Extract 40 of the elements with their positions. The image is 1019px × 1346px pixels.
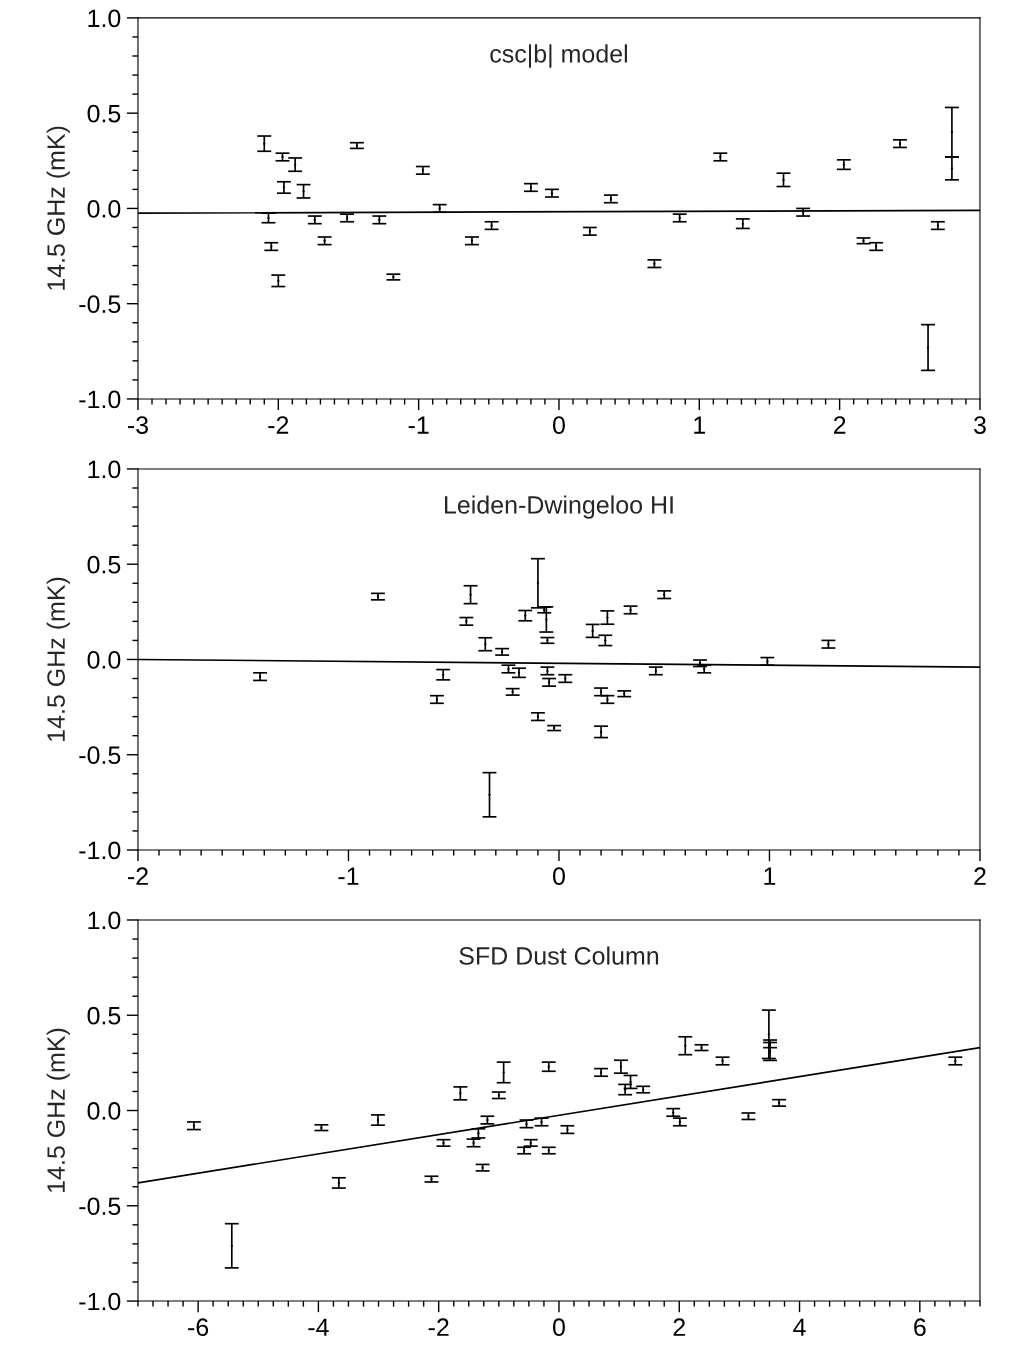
y-tick-label: 1.0 — [88, 9, 121, 28]
x-tick-label: 0 — [553, 416, 565, 434]
y-tick-label: -1.0 — [79, 1292, 121, 1311]
y-tick-label: 0.5 — [87, 104, 121, 123]
x-tick-label: 6 — [914, 1318, 926, 1337]
x-tick-label: 3 — [973, 416, 986, 434]
x-tick-label: 0 — [553, 1318, 565, 1337]
y-tick-label: 0.0 — [87, 1102, 121, 1120]
y-axis-title: 14.5 GHz (mK) — [46, 577, 70, 741]
x-tick-label: 0 — [553, 867, 565, 886]
y-tick-label: 0.0 — [87, 651, 121, 669]
x-tick-label: -1 — [408, 416, 429, 434]
y-tick-label: 1.0 — [88, 911, 121, 930]
x-tick-label: -4 — [308, 1318, 329, 1336]
x-tick-label: 1 — [764, 867, 776, 885]
y-tick-label: 0.5 — [87, 555, 121, 574]
y-tick-label: -1.0 — [79, 390, 121, 409]
text: csc|b| model — [490, 44, 628, 68]
x-tick-label: 4 — [793, 1318, 806, 1336]
x-tick-label: -1 — [338, 867, 359, 885]
x-tick-label: -2 — [127, 867, 148, 885]
y-tick-label: 0.5 — [87, 1006, 121, 1025]
y-tick-label: -0.5 — [79, 746, 121, 765]
y-tick-label: -1.0 — [79, 841, 121, 860]
y-axis-title: 14.5 GHz (mK) — [46, 1028, 70, 1192]
x-tick-label: 2 — [833, 416, 846, 434]
text: SFD Dust Column — [459, 946, 659, 965]
x-tick-label: -6 — [188, 1318, 209, 1337]
x-tick-label: -2 — [268, 416, 289, 434]
y-tick-label: 0.0 — [87, 200, 121, 218]
x-tick-label: -2 — [428, 1318, 449, 1336]
y-axis-title: 14.5 GHz (mK) — [46, 126, 70, 290]
x-tick-label: 2 — [673, 1318, 685, 1336]
text: Leiden-Dwingeloo HI — [444, 495, 673, 519]
x-tick-label: 2 — [974, 867, 986, 885]
y-tick-label: 1.0 — [88, 460, 121, 479]
x-tick-label: -3 — [127, 416, 148, 434]
x-tick-label: 1 — [694, 416, 706, 434]
y-tick-label: -0.5 — [79, 1197, 121, 1216]
y-tick-label: -0.5 — [79, 295, 121, 313]
